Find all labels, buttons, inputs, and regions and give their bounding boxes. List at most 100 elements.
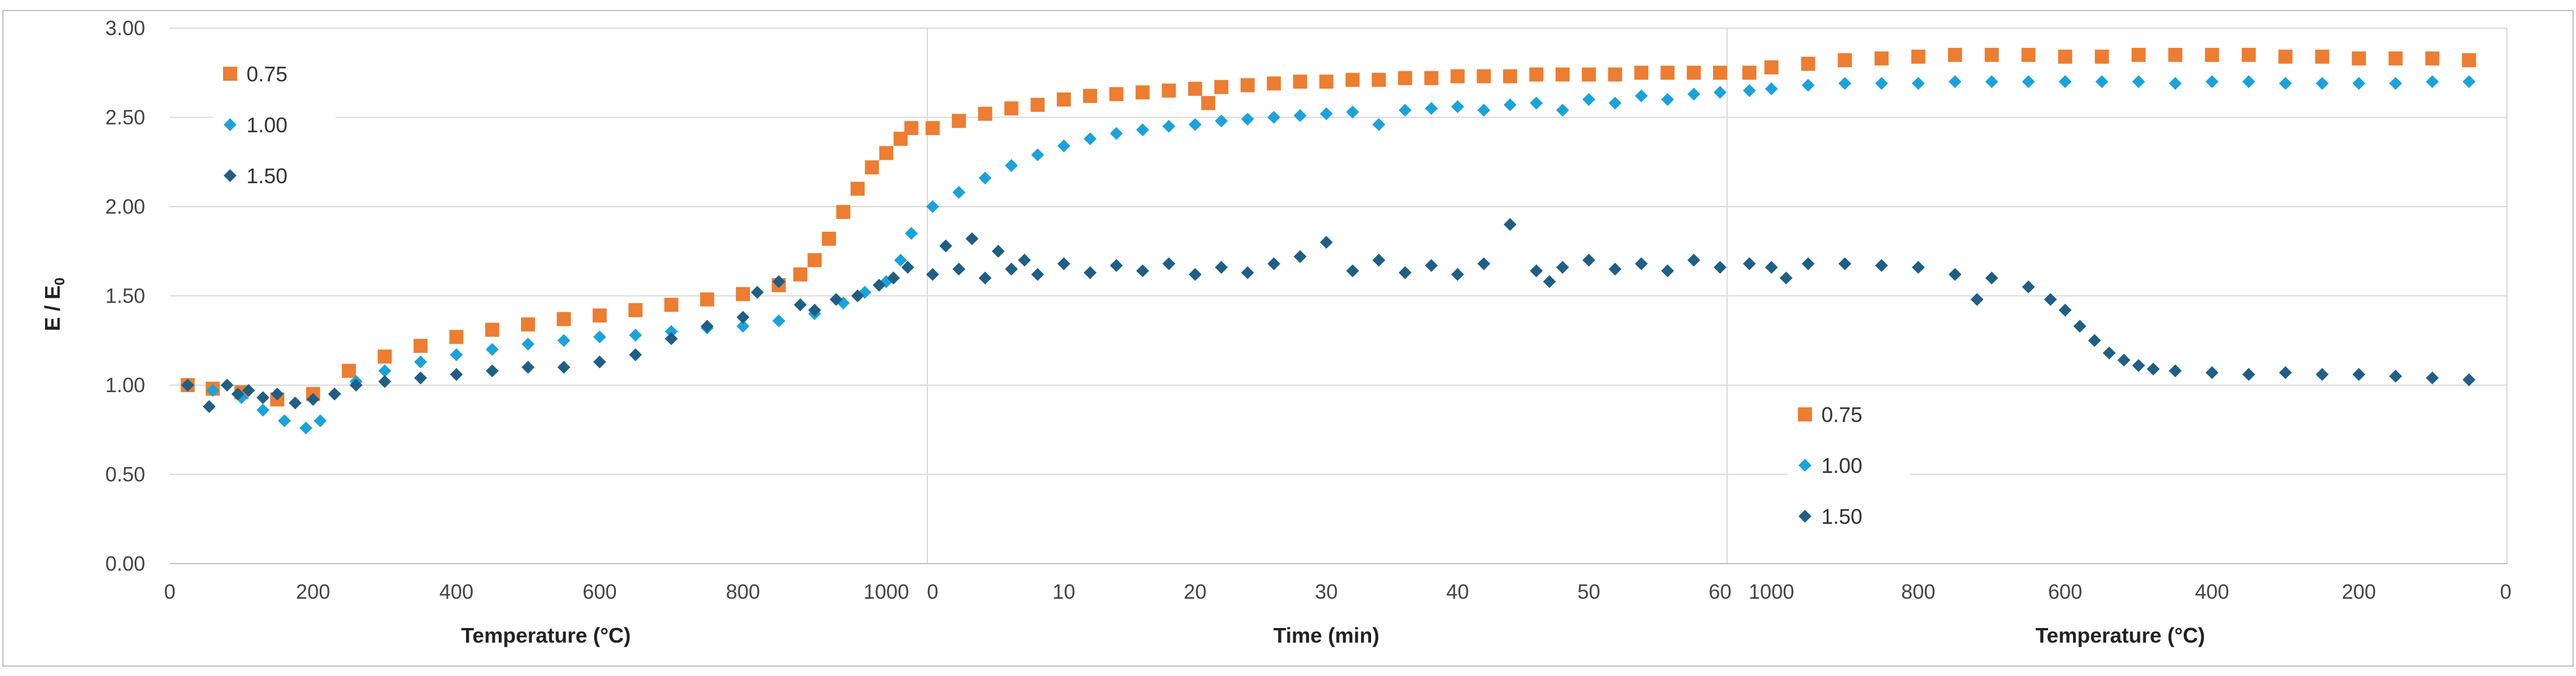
series-1.50-cooling (1743, 257, 2476, 386)
data-point (1372, 253, 1386, 267)
gridlines (170, 28, 2508, 564)
data-point (1083, 88, 1097, 103)
data-point (978, 107, 992, 121)
data-point (2426, 371, 2439, 385)
data-point (450, 348, 463, 362)
data-point (1031, 267, 1044, 281)
data-point (1875, 77, 1888, 90)
data-point (1874, 51, 1889, 66)
data-point (2279, 366, 2292, 379)
data-point (1687, 87, 1701, 101)
data-point (1188, 267, 1202, 281)
data-point (450, 368, 463, 381)
data-point (1714, 260, 1727, 274)
data-point (1030, 98, 1045, 112)
data-point (821, 231, 836, 246)
data-point (2095, 75, 2109, 88)
data-point (926, 121, 940, 135)
data-point (1267, 257, 1280, 270)
legend-marker-0.75 (1798, 407, 1812, 421)
x-tick-label: 400 (2195, 581, 2229, 603)
data-point (1109, 126, 1123, 140)
x-tick-label: 400 (439, 581, 473, 603)
data-point (905, 227, 918, 240)
data-point (1948, 267, 1962, 281)
data-point (2132, 359, 2145, 372)
data-point (289, 396, 302, 410)
data-point (2058, 75, 2072, 88)
data-point (1214, 80, 1229, 94)
data-point (2058, 49, 2073, 64)
legend-label: 1.00 (1821, 454, 1862, 478)
x-axis-title: Temperature (°C) (2036, 623, 2205, 647)
data-point (736, 287, 751, 301)
data-point (1660, 66, 1675, 80)
x-tick-label: 800 (726, 581, 760, 603)
data-point (242, 384, 255, 397)
data-point (485, 343, 499, 356)
data-point (2205, 366, 2219, 379)
data-point (414, 355, 427, 369)
data-point (952, 186, 965, 199)
data-point (1765, 82, 1778, 95)
data-point (1477, 104, 1491, 117)
data-point (1136, 264, 1149, 277)
data-point (2205, 47, 2219, 62)
data-point (2242, 368, 2255, 381)
data-point (2073, 320, 2087, 333)
data-point (894, 253, 907, 267)
chart-border (2, 10, 2574, 667)
data-point (1424, 102, 1438, 115)
data-point (2021, 47, 2036, 62)
legend-marker-1.50 (224, 169, 237, 182)
data-point (1320, 107, 1333, 121)
data-point (1005, 159, 1018, 172)
data-point (1346, 264, 1359, 277)
data-point (1451, 267, 1464, 281)
data-point (1109, 259, 1123, 272)
data-point (1372, 73, 1386, 87)
data-point (2169, 77, 2182, 90)
data-point (1912, 77, 1925, 90)
data-point (904, 121, 919, 135)
series-1.00-heating (181, 227, 918, 435)
data-point (341, 363, 356, 378)
data-point (181, 379, 194, 392)
data-point (807, 253, 822, 267)
legend-marker-1.00 (224, 118, 237, 131)
data-point (2388, 51, 2403, 66)
data-point (1635, 89, 1648, 102)
legend-label: 1.50 (246, 164, 287, 188)
data-point (1503, 98, 1517, 112)
data-point (520, 317, 535, 332)
data-point (872, 279, 886, 292)
data-point (1743, 84, 1756, 97)
data-point (1162, 119, 1176, 133)
data-point (830, 293, 843, 306)
data-point (593, 355, 607, 369)
data-point (1838, 53, 1852, 67)
data-point (1661, 93, 1674, 106)
data-point (593, 330, 607, 344)
data-point (2425, 51, 2440, 66)
y-tick-label: 3.00 (105, 17, 145, 40)
data-point (1779, 272, 1793, 284)
data-point (1801, 78, 1815, 92)
x-tick-label: 0 (2500, 581, 2511, 603)
series-1.00-isothermal (926, 85, 1727, 213)
data-point (2462, 373, 2476, 386)
data-point (256, 403, 270, 417)
data-point (521, 337, 535, 351)
data-point (1801, 257, 1815, 270)
data-point (1215, 260, 1228, 274)
data-point (2169, 364, 2182, 378)
data-point (378, 364, 392, 378)
data-point (1346, 105, 1359, 119)
y-tick-label: 0.50 (105, 464, 145, 486)
data-point (1985, 47, 1999, 62)
data-point (378, 375, 392, 388)
data-point (1031, 148, 1044, 162)
y-axis-title-subscript: 0 (52, 277, 68, 285)
data-point (1530, 97, 1543, 110)
x-tick-label: 10 (1053, 581, 1075, 603)
